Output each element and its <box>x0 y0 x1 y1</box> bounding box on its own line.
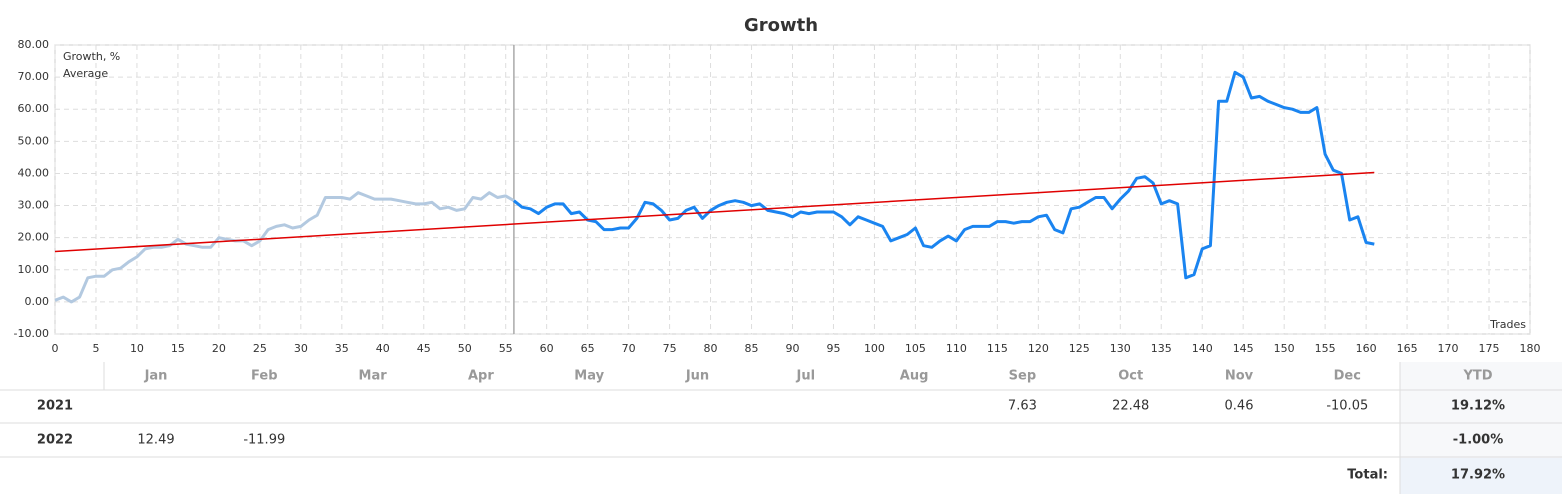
column-header: Jan <box>144 369 168 384</box>
table-cell: 7.63 <box>1008 399 1037 414</box>
column-header: May <box>574 369 604 384</box>
x-tick-label: 140 <box>1192 342 1213 355</box>
row-label: 2021 <box>37 399 73 414</box>
y-tick-label: 60.00 <box>18 102 50 115</box>
table-cell: 22.48 <box>1112 399 1149 414</box>
x-tick-label: 35 <box>335 342 349 355</box>
x-tick-label: 55 <box>499 342 513 355</box>
column-header: YTD <box>1462 369 1492 384</box>
x-tick-label: 100 <box>864 342 885 355</box>
total-value: 17.92% <box>1451 468 1505 483</box>
y-tick-label: 50.00 <box>18 134 50 147</box>
x-axis-label: Trades <box>1489 318 1526 331</box>
y-tick-label: -10.00 <box>14 327 49 340</box>
x-tick-label: 75 <box>663 342 677 355</box>
column-header: Dec <box>1334 369 1361 384</box>
column-header: Feb <box>251 369 277 384</box>
table-cell: -1.00% <box>1453 433 1504 448</box>
legend-label: Growth, % <box>63 50 120 63</box>
column-header: Jul <box>796 369 816 384</box>
x-tick-label: 95 <box>826 342 840 355</box>
chart-title: Growth <box>744 15 818 36</box>
x-tick-label: 20 <box>212 342 226 355</box>
column-header: Jun <box>685 369 709 384</box>
x-tick-label: 65 <box>581 342 595 355</box>
column-header: Sep <box>1009 369 1037 384</box>
x-tick-label: 120 <box>1028 342 1049 355</box>
table-cell: -10.05 <box>1326 399 1368 414</box>
column-header: Mar <box>359 369 388 384</box>
x-tick-label: 135 <box>1151 342 1172 355</box>
x-tick-label: 25 <box>253 342 267 355</box>
x-tick-label: 0 <box>52 342 59 355</box>
x-tick-label: 90 <box>786 342 800 355</box>
column-header: Nov <box>1225 369 1254 384</box>
series-line <box>512 70 1375 280</box>
x-tick-label: 155 <box>1315 342 1336 355</box>
x-tick-label: 160 <box>1356 342 1377 355</box>
x-tick-label: 60 <box>540 342 554 355</box>
x-tick-label: 175 <box>1479 342 1500 355</box>
column-header: Oct <box>1118 369 1143 384</box>
x-tick-label: 115 <box>987 342 1008 355</box>
x-tick-label: 80 <box>704 342 718 355</box>
x-tick-label: 85 <box>745 342 759 355</box>
y-tick-label: 40.00 <box>18 166 50 179</box>
x-tick-label: 145 <box>1233 342 1254 355</box>
x-tick-label: 180 <box>1520 342 1541 355</box>
table-cell: 19.12% <box>1451 399 1505 414</box>
x-tick-label: 45 <box>417 342 431 355</box>
legend-label: Average <box>63 67 108 80</box>
x-tick-label: 5 <box>92 342 99 355</box>
x-tick-label: 30 <box>294 342 308 355</box>
series-line <box>54 171 1375 253</box>
x-tick-label: 40 <box>376 342 390 355</box>
table-cell: -11.99 <box>243 433 285 448</box>
y-tick-label: 70.00 <box>18 70 50 83</box>
y-tick-label: 10.00 <box>18 263 50 276</box>
table-cell: 12.49 <box>137 433 174 448</box>
total-background <box>1400 458 1562 494</box>
x-tick-label: 130 <box>1110 342 1131 355</box>
x-tick-label: 50 <box>458 342 472 355</box>
y-tick-label: 80.00 <box>18 38 50 51</box>
x-tick-label: 70 <box>622 342 636 355</box>
x-tick-label: 165 <box>1397 342 1418 355</box>
y-tick-label: 30.00 <box>18 199 50 212</box>
ytd-background <box>1400 362 1562 458</box>
x-tick-label: 170 <box>1438 342 1459 355</box>
row-label: 2022 <box>37 433 73 448</box>
table-cell: 0.46 <box>1225 399 1254 414</box>
x-tick-label: 15 <box>171 342 185 355</box>
column-header: Aug <box>900 369 929 384</box>
y-tick-label: 20.00 <box>18 231 50 244</box>
series-line <box>54 191 515 304</box>
x-tick-label: 110 <box>946 342 967 355</box>
total-label: Total: <box>1347 468 1388 483</box>
x-tick-label: 150 <box>1274 342 1295 355</box>
x-tick-label: 10 <box>130 342 144 355</box>
x-tick-label: 125 <box>1069 342 1090 355</box>
x-tick-label: 105 <box>905 342 926 355</box>
y-tick-label: 0.00 <box>25 295 50 308</box>
column-header: Apr <box>468 369 494 384</box>
